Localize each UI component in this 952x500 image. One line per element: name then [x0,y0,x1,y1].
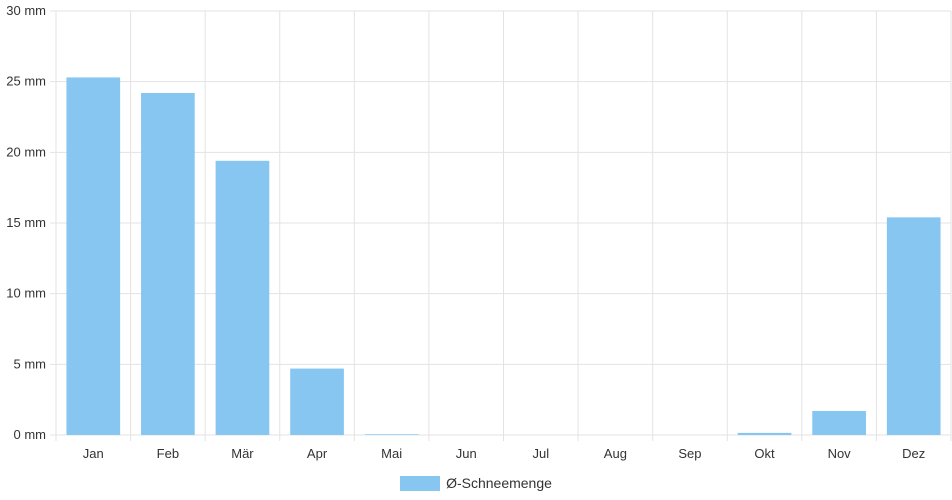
bar-nov[interactable] [812,410,866,435]
x-tick-label: Jun [456,446,477,461]
x-tick-label: Sep [678,446,701,461]
bar-mär[interactable] [215,160,270,435]
y-tick-label: 30 mm [6,3,46,18]
legend-label: Ø-Schneemenge [446,475,552,491]
y-tick-label: 5 mm [14,356,47,371]
y-tick-label: 15 mm [6,215,46,230]
x-tick-label: Mai [381,446,402,461]
y-tick-label: 20 mm [6,144,46,159]
y-tick-label: 0 mm [14,427,47,442]
bar-feb[interactable] [141,92,195,436]
bar-jan[interactable] [66,77,121,435]
x-tick-label: Feb [157,446,179,461]
y-tick-label: 25 mm [6,74,46,89]
x-tick-label: Okt [754,446,775,461]
x-tick-label: Aug [604,446,627,461]
x-tick-label: Jul [532,446,549,461]
bar-dez[interactable] [886,217,941,435]
y-tick-label: 10 mm [6,286,46,301]
x-tick-label: Nov [828,446,852,461]
x-tick-label: Dez [902,446,925,461]
legend-swatch [400,475,441,491]
legend-item-snow[interactable]: Ø-Schneemenge [400,475,552,491]
x-tick-label: Apr [307,446,328,461]
bar-mai[interactable] [364,434,419,435]
x-tick-label: Jan [83,446,104,461]
legend: Ø-Schneemenge [0,473,952,493]
bar-apr[interactable] [290,368,344,435]
bar-okt[interactable] [737,432,792,435]
x-tick-label: Mär [231,446,254,461]
